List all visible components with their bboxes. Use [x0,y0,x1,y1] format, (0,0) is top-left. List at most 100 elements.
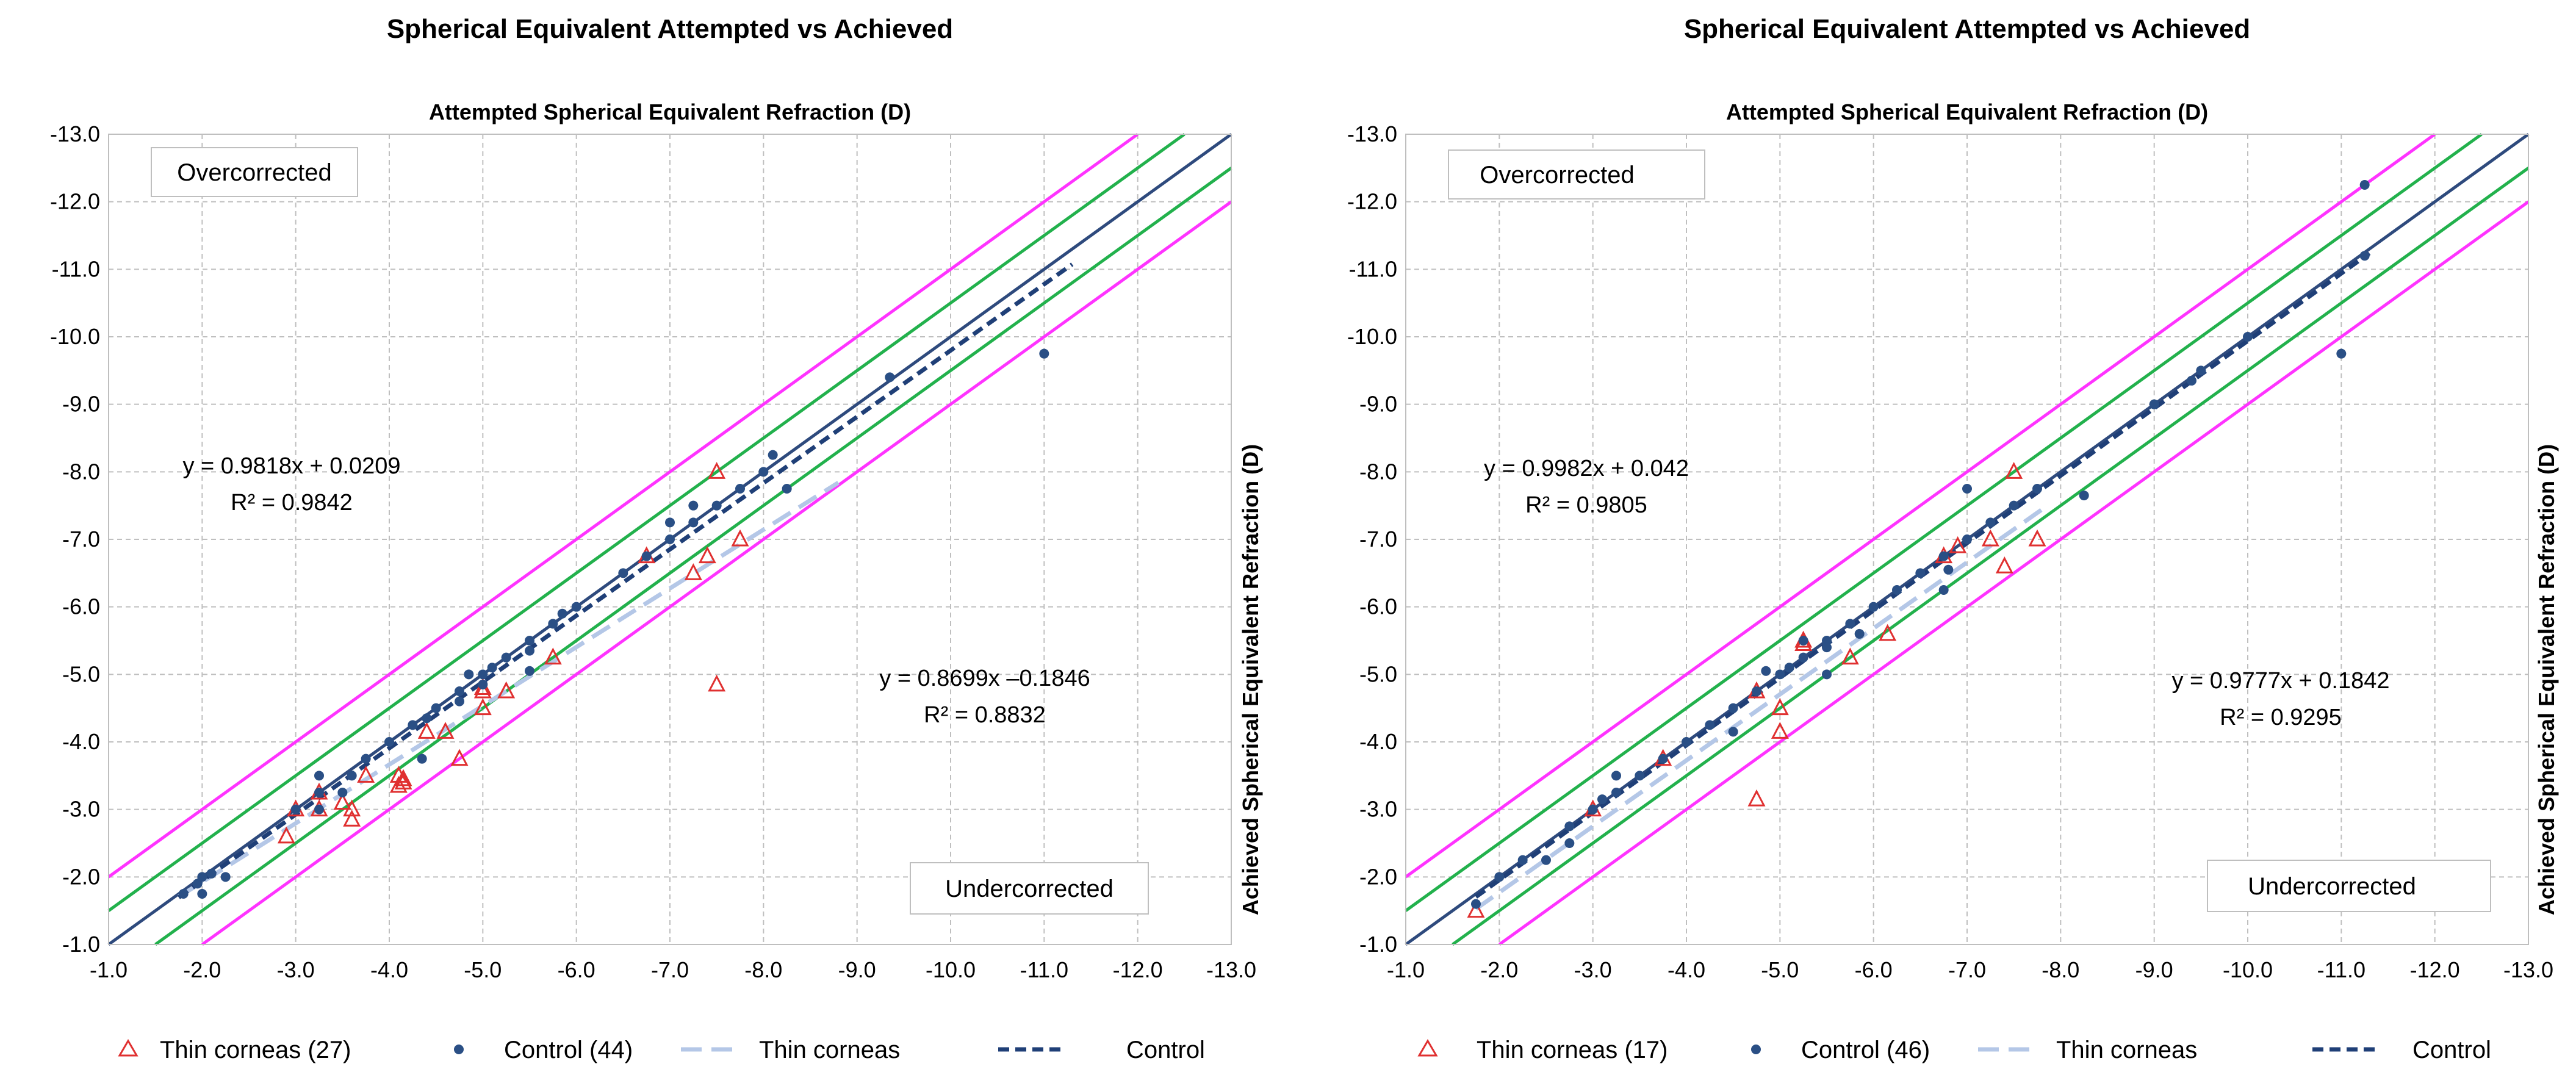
data-point-control [1943,564,1954,575]
data-point-control [571,602,581,612]
points-left [178,348,1049,899]
x-axis-title-right: Attempted Spherical Equivalent Refractio… [1726,99,2208,124]
y-tick-label: -4.0 [1359,729,1397,754]
y-tick-label: -9.0 [1359,392,1397,417]
thin-equation-right: y = 0.9777x + 0.1842 [2171,668,2389,694]
data-point-thin [731,529,749,547]
data-point-control [1784,663,1794,673]
x-tick-label: -9.0 [2135,957,2173,982]
legend-label-control-trend-right: Control [2412,1037,2491,1063]
x-tick-label: -11.0 [2317,957,2366,982]
y-tick-label: -12.0 [50,189,100,214]
x-tick-label: -1.0 [90,957,128,982]
legend-marker-control-left [454,1045,464,1054]
y-tick-label: -10.0 [50,324,100,349]
data-point-control [665,534,675,544]
data-point-control [1854,628,1865,639]
data-point-control [1611,771,1621,781]
legend-label-control-right: Control (46) [1801,1037,1930,1063]
thin-r2-right: R² = 0.9295 [2220,705,2342,730]
data-point-thin [708,462,726,479]
data-point-control [1775,669,1785,680]
data-point-control [525,666,534,676]
data-point-control [1892,585,1902,595]
x-tick-label: -13.0 [1206,957,1256,982]
data-point-control [758,467,769,477]
data-point-control [197,872,207,882]
data-point-control [2149,399,2159,409]
data-point-control [688,500,699,511]
data-point-control [1962,534,1972,544]
legend-label-thin-trend-right: Thin corneas [2056,1037,2197,1063]
data-point-control [1611,788,1621,797]
x-tick-label: -5.0 [464,957,502,982]
data-point-thin [497,681,516,699]
data-point-control [1635,771,1645,781]
legend-marker-thin-left [118,1039,139,1057]
y-tick-label: -2.0 [1359,864,1397,889]
x-tick-label: -3.0 [277,957,315,982]
data-point-control [2009,500,2019,511]
data-point-control [1845,619,1855,629]
data-point-control [347,771,357,781]
x-tick-label: -9.0 [838,957,876,982]
data-point-control [290,804,301,814]
data-point-control [1471,899,1481,909]
y-axis-title-left: Achieved Spherical Equivalent Refraction… [1238,444,1263,915]
data-point-control [1564,821,1575,832]
reference-line [1405,132,2436,879]
data-point-control [1682,737,1691,747]
legend-label-thin-trend-left: Thin corneas [759,1037,900,1063]
data-point-control [1822,669,1832,680]
data-point-control [735,484,745,494]
x-tick-label: -6.0 [558,957,595,982]
data-point-control [478,669,488,680]
undercorrected-box-left: Undercorrected [910,862,1149,915]
data-point-control [2079,491,2089,501]
data-point-control [1822,642,1832,653]
overcorrected-box-right: Overcorrected [1448,149,1705,200]
y-tick-label: -3.0 [62,797,100,822]
data-point-thin [684,563,702,580]
data-point-control [768,450,778,460]
y-axis-title-right: Achieved Spherical Equivalent Refraction… [2534,444,2559,915]
data-point-thin [450,749,469,766]
data-point-thin [436,722,455,739]
data-point-control [478,679,488,689]
data-point-thin [708,674,726,692]
data-point-thin [394,769,412,786]
y-ticks-left: -1.0 -2.0 -3.0 -4.0 -5.0 -6.0 -7.0 -8.0 -9.0 -10.… [50,121,100,957]
data-point-control [1798,652,1808,663]
y-tick-label: -4.0 [62,729,100,754]
data-point-control [417,753,427,764]
data-point-thin [394,772,412,789]
data-point-control [464,669,474,680]
y-tick-label: -13.0 [1347,121,1397,146]
data-point-control [1938,585,1949,595]
data-point-thin [544,647,562,665]
undercorrected-label-left: Undercorrected [945,876,1114,902]
x-tick-label: -12.0 [1113,957,1163,982]
reference-line [107,132,1139,879]
data-point-thin [2005,462,2023,479]
reference-line [201,200,1232,946]
y-tick-label: -11.0 [52,256,100,281]
control-equation-right: y = 0.9982x + 0.042 [1484,456,1689,481]
undercorrected-box-right: Undercorrected [2207,860,2491,912]
x-ticks-right: -1.0 -2.0 -3.0 -4.0 -5.0 -6.0 -7.0 -8.0 -9.0 -10.… [1387,957,2553,982]
legend-label-control-trend-left: Control [1126,1037,1205,1063]
data-point-control [1822,636,1832,645]
y-tick-label: -5.0 [62,661,100,686]
overcorrected-label-right: Overcorrected [1480,162,1634,189]
x-tick-label: -7.0 [1948,957,1986,982]
data-point-thin [2028,529,2046,547]
data-point-control [487,663,497,673]
reference-line [1452,167,2530,946]
y-ticks-right: -1.0 -2.0 -3.0 -4.0 -5.0 -6.0 -7.0 -8.0 -9.0 -10.… [1347,121,1397,957]
data-point-thin [1949,536,1967,553]
data-point-control [1658,753,1668,764]
control-r2-left: R² = 0.9842 [231,490,353,516]
data-point-control [1752,686,1761,696]
data-point-control [1588,804,1598,814]
data-point-control [2187,375,2196,386]
